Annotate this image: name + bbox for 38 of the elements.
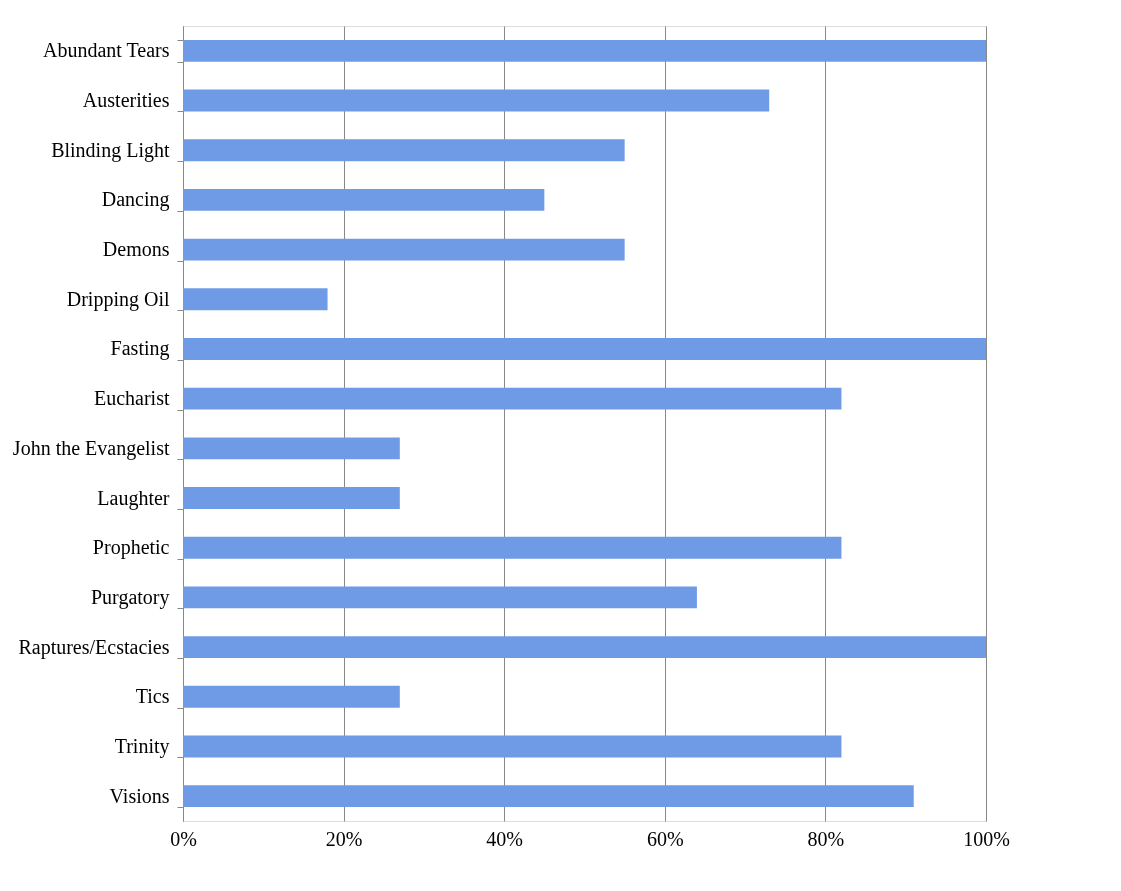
y-tick-label: Visions (109, 784, 170, 807)
bar (183, 288, 328, 311)
x-tick-label: 80% (807, 827, 845, 850)
x-tick-label: 20% (325, 827, 363, 850)
bar (183, 39, 986, 62)
y-tick-label: Laughter (97, 486, 170, 510)
bar (183, 586, 697, 609)
y-tick-label: Abundant Tears (42, 39, 170, 62)
bar (183, 338, 986, 360)
y-tick-label: Raptures/Ecstacies (18, 635, 170, 659)
bar (183, 437, 400, 460)
x-tick-label: 0% (170, 827, 197, 850)
bar (183, 487, 400, 509)
y-tick-label: Demons (102, 238, 170, 261)
x-tick-label: 60% (646, 827, 684, 850)
y-tick-label: Trinity (114, 734, 170, 758)
x-tick-label: 40% (486, 827, 524, 850)
bar (183, 387, 842, 410)
y-tick-label: Purgatory (90, 585, 170, 609)
x-tick-label: 100% (963, 827, 1010, 850)
bar (183, 685, 400, 708)
y-tick-label: Fasting (110, 337, 170, 361)
bar (183, 89, 770, 112)
y-tick-label: John the Evangelist (12, 436, 170, 460)
y-tick-label: Eucharist (93, 387, 170, 410)
bar (183, 139, 625, 162)
y-tick-label: Prophetic (92, 536, 170, 560)
y-tick-label: Dripping Oil (66, 287, 170, 311)
y-tick-label: Dancing (101, 188, 170, 212)
y-tick-label: Tics (135, 685, 170, 708)
bar (183, 238, 625, 261)
bar (183, 536, 842, 559)
bar (183, 785, 914, 808)
bar (183, 735, 842, 758)
bar (183, 188, 545, 211)
bar (183, 636, 986, 659)
y-tick-label: Blinding Light (51, 138, 170, 162)
y-tick-label: Austerities (82, 89, 170, 112)
